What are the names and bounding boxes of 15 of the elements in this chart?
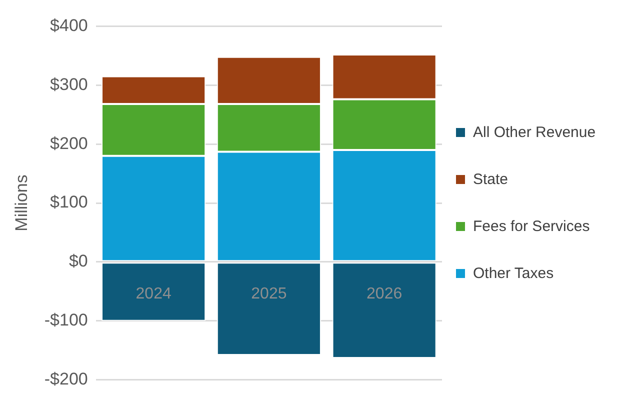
y-tick-label: $400 [50,16,88,35]
legend-label: Fees for Services [473,218,590,235]
y-tick-label: -$200 [44,369,88,388]
legend-label: All Other Revenue [473,124,596,141]
y-tick-label: $300 [50,74,88,94]
x-tick-label: 2026 [366,285,402,302]
legend-label: Other Taxes [473,265,554,282]
y-tick-label: $100 [50,192,88,212]
x-tick-label: 2025 [251,285,287,302]
x-tick-label: 2024 [136,285,172,302]
y-axis-title: Millions [12,174,31,232]
y-tick-label: -$100 [44,310,88,330]
y-tick-label: $0 [68,252,88,271]
y-tick-label: $200 [50,134,88,153]
legend-label: State [473,171,508,188]
